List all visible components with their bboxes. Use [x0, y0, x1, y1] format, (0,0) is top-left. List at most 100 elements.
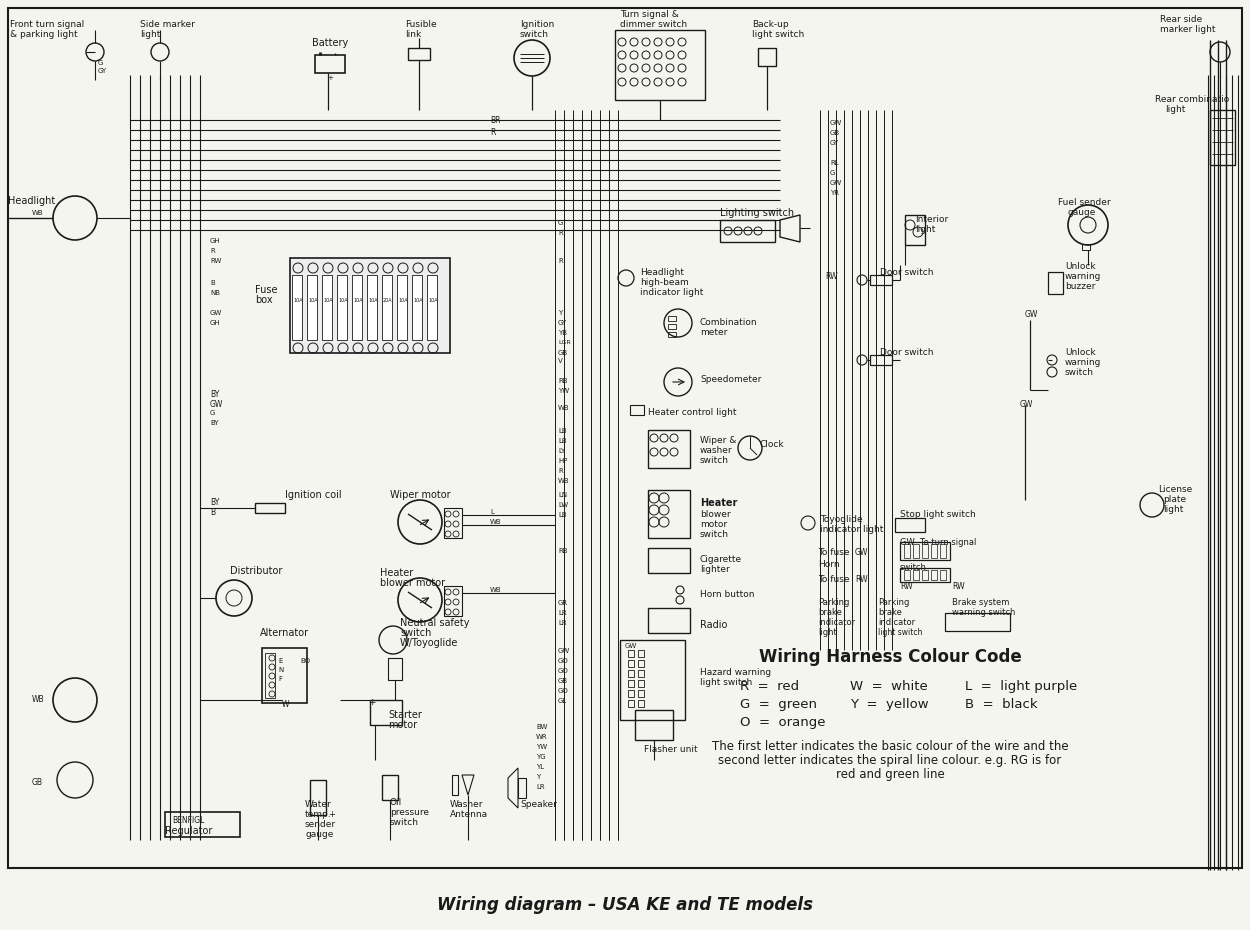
Text: switch: switch: [700, 456, 729, 465]
Text: Oil: Oil: [390, 798, 402, 807]
Text: GB: GB: [558, 350, 568, 356]
Text: 10A: 10A: [398, 298, 408, 303]
Bar: [895, 518, 925, 532]
Bar: [638, 670, 644, 677]
Text: B  =  black: B = black: [965, 698, 1038, 711]
Bar: [370, 700, 402, 725]
Text: LB: LB: [558, 428, 566, 434]
Bar: [905, 215, 925, 245]
Text: LY: LY: [558, 448, 565, 454]
Text: GO: GO: [558, 658, 569, 664]
Bar: [398, 275, 408, 340]
Bar: [388, 658, 402, 680]
Text: BY: BY: [210, 420, 219, 426]
Text: light: light: [915, 225, 935, 234]
Text: BW: BW: [536, 724, 548, 730]
Text: GW: GW: [210, 310, 222, 316]
Text: Distributor: Distributor: [230, 566, 282, 576]
Text: box: box: [255, 295, 272, 305]
Text: Y  =  yellow: Y = yellow: [850, 698, 929, 711]
Text: Brake system: Brake system: [952, 598, 1010, 607]
Text: sender: sender: [305, 820, 336, 829]
Bar: [310, 780, 326, 815]
Text: GR: GR: [558, 600, 568, 606]
Text: Combination: Combination: [700, 318, 758, 327]
Text: Rear combinatio: Rear combinatio: [1155, 95, 1229, 104]
Text: GY: GY: [98, 68, 107, 74]
Bar: [720, 220, 775, 242]
Bar: [338, 275, 348, 340]
Bar: [628, 670, 634, 677]
Text: Rear side: Rear side: [1160, 15, 1202, 24]
Text: WR: WR: [536, 734, 548, 740]
Bar: [412, 275, 422, 340]
Text: GH: GH: [210, 238, 221, 244]
Bar: [290, 258, 450, 353]
Text: WB: WB: [490, 519, 501, 525]
Text: +: +: [328, 75, 332, 81]
Text: LW: LW: [558, 502, 568, 508]
Text: RW: RW: [210, 258, 221, 264]
Text: BENFIGL: BENFIGL: [173, 816, 205, 825]
Bar: [922, 570, 928, 580]
Bar: [382, 775, 398, 800]
Bar: [368, 275, 378, 340]
Text: WB: WB: [558, 405, 570, 411]
Bar: [668, 332, 676, 337]
Bar: [638, 690, 644, 697]
Text: dimmer switch: dimmer switch: [620, 20, 688, 29]
Text: RB: RB: [558, 378, 568, 384]
Text: plate: plate: [1162, 495, 1186, 504]
Text: 10A: 10A: [352, 298, 362, 303]
Text: 10A: 10A: [338, 298, 348, 303]
Text: GY: GY: [558, 320, 568, 326]
Bar: [452, 775, 458, 795]
Text: Fuel sender: Fuel sender: [1058, 198, 1111, 207]
Text: YW: YW: [558, 388, 569, 394]
Text: washer: washer: [700, 446, 732, 455]
Text: Ignition coil: Ignition coil: [285, 490, 341, 500]
Text: BY: BY: [210, 498, 220, 507]
Text: high-beam: high-beam: [640, 278, 689, 287]
Text: Alternator: Alternator: [260, 628, 309, 638]
Text: Horn button: Horn button: [700, 590, 755, 599]
Text: Horn: Horn: [818, 560, 840, 569]
Text: F: F: [278, 676, 282, 682]
Text: Speaker: Speaker: [520, 800, 558, 809]
Text: NB: NB: [210, 290, 220, 296]
Text: Parking: Parking: [878, 598, 910, 607]
Bar: [945, 613, 1010, 631]
Text: RW: RW: [900, 582, 912, 591]
Text: G: G: [558, 220, 564, 226]
Text: second letter indicates the spiral line colour. e.g. RG is for: second letter indicates the spiral line …: [719, 754, 1061, 767]
Bar: [628, 660, 634, 667]
Bar: [444, 586, 462, 616]
Bar: [668, 324, 676, 329]
Text: LB: LB: [558, 438, 566, 444]
Text: 10A: 10A: [322, 298, 332, 303]
Text: warning: warning: [1065, 272, 1101, 281]
Text: Flasher unit: Flasher unit: [644, 745, 698, 754]
Text: WB: WB: [490, 587, 501, 593]
Text: light: light: [1165, 105, 1185, 114]
Text: RW: RW: [952, 582, 965, 591]
Text: motor: motor: [388, 720, 418, 730]
Text: Wiper &: Wiper &: [700, 436, 736, 445]
Text: blower: blower: [700, 510, 730, 519]
Text: +: +: [368, 698, 375, 707]
Bar: [1210, 110, 1235, 165]
Text: L  =  light purple: L = light purple: [965, 680, 1078, 693]
Text: 10A: 10A: [368, 298, 378, 303]
Bar: [518, 778, 526, 798]
Text: Battery: Battery: [312, 38, 348, 48]
Bar: [292, 275, 302, 340]
Text: R: R: [558, 230, 562, 236]
Text: GH: GH: [210, 320, 221, 326]
Bar: [630, 405, 644, 415]
Text: B: B: [210, 280, 215, 286]
Text: Starter: Starter: [388, 710, 422, 720]
Text: temp.: temp.: [305, 810, 331, 819]
Text: YB: YB: [558, 330, 568, 336]
Text: 20A: 20A: [382, 298, 392, 303]
Bar: [638, 700, 644, 707]
